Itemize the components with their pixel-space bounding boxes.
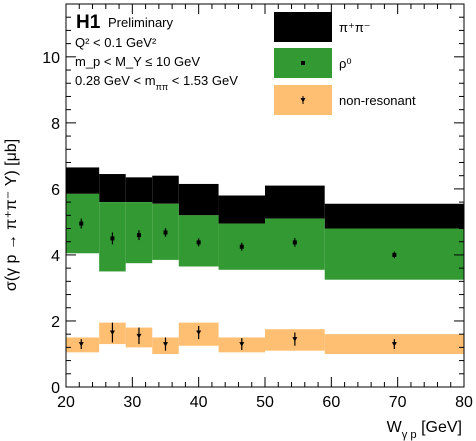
x-tick-label-30: 30 <box>123 394 141 411</box>
band-0-4 <box>178 183 219 216</box>
bands-layer <box>66 167 464 354</box>
rho-point-3 <box>163 230 168 235</box>
y-tick-label-0: 0 <box>51 380 60 397</box>
legend-label-1: ρ⁰ <box>339 56 352 71</box>
legend-label-0: π⁺π⁻ <box>339 20 371 35</box>
rho-point-2 <box>136 233 141 238</box>
annotation-subtitle: Preliminary <box>108 15 174 30</box>
points-layer <box>78 218 397 351</box>
x-tick-label-60: 60 <box>322 394 340 411</box>
nonres-point-0 <box>78 342 84 347</box>
x-tick-label-80: 80 <box>455 394 473 411</box>
band-0-7 <box>324 203 464 229</box>
rho-point-0 <box>79 221 84 226</box>
x-tick-label-50: 50 <box>256 394 274 411</box>
nonres-point-1 <box>109 330 115 336</box>
nonres-point-2 <box>136 333 142 339</box>
band-0-5 <box>218 195 265 224</box>
rho-point-5 <box>239 244 244 249</box>
x-tick-label-70: 70 <box>389 394 407 411</box>
x-axis-label: Wγ p​ [GeV] <box>387 419 462 441</box>
band-0-3 <box>152 175 179 204</box>
rho-point-4 <box>196 240 201 245</box>
legend: π⁺π⁻ ρ⁰ non-resonant <box>274 12 416 115</box>
annotation-title: H1 <box>76 12 101 33</box>
y-tick-label-8: 8 <box>51 116 60 133</box>
nonres-point-6 <box>292 337 298 342</box>
y-tick-label-10: 10 <box>42 50 60 67</box>
legend-marker-rho <box>301 61 305 65</box>
band-0-1 <box>99 174 126 203</box>
rho-point-1 <box>110 236 115 241</box>
legend-swatch-0 <box>274 12 332 42</box>
nonres-point-7 <box>391 342 397 347</box>
y-tick-label-6: 6 <box>51 182 60 199</box>
nonres-point-4 <box>196 330 202 336</box>
band-0-6 <box>265 185 325 219</box>
annotation-my: m_p < M_Y ≤ 10 GeV <box>75 54 200 69</box>
rho-point-7 <box>392 252 397 257</box>
legend-label-2: non-resonant <box>339 93 416 108</box>
x-tick-label-40: 40 <box>190 394 208 411</box>
band-0-2 <box>125 177 153 203</box>
rho-point-6 <box>292 240 297 245</box>
band-2-0 <box>66 337 100 353</box>
y-tick-label-4: 4 <box>51 248 60 265</box>
y-axis-label: σ(γ p → π⁺π⁻ Y) [μb] <box>3 139 20 291</box>
band-0-0 <box>66 167 100 194</box>
y-tick-label-2: 2 <box>51 314 60 331</box>
annotation-q2: Q² < 0.1 GeV² <box>75 35 157 50</box>
annotation-mpipi: 0.28 GeV < mππ​ < 1.53 GeV <box>75 73 238 92</box>
nonres-point-3 <box>163 342 168 347</box>
x-tick-label-20: 20 <box>57 394 75 411</box>
nonres-point-5 <box>239 342 245 347</box>
ticks-layer: 20 30 40 50 60 70 80 0 2 4 6 8 10 <box>42 4 473 411</box>
legend-marker-nonres <box>300 98 306 103</box>
